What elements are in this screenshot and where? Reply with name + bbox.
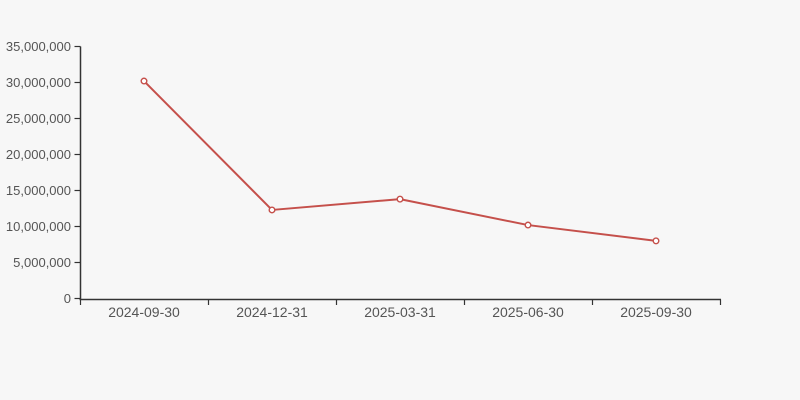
y-axis-tick-label: 30,000,000 — [6, 75, 71, 90]
y-axis-tick-label: 5,000,000 — [13, 255, 71, 270]
y-axis-tick-label: 25,000,000 — [6, 111, 71, 126]
y-axis-tick-label: 0 — [64, 291, 71, 306]
x-axis-tick-label: 2025-09-30 — [620, 304, 692, 320]
y-axis-tick-label: 15,000,000 — [6, 183, 71, 198]
data-point-marker[interactable] — [140, 77, 148, 85]
x-axis-tick-label: 2024-12-31 — [236, 304, 308, 320]
y-axis-tick-label: 35,000,000 — [6, 39, 71, 54]
data-point-marker[interactable] — [652, 237, 660, 245]
x-axis-tick-label: 2025-06-30 — [492, 304, 564, 320]
series-line — [143, 80, 657, 242]
data-point-marker[interactable] — [268, 206, 276, 214]
y-axis-tick-label: 10,000,000 — [6, 219, 71, 234]
y-axis-tick-label: 20,000,000 — [6, 147, 71, 162]
data-point-marker[interactable] — [396, 195, 404, 203]
x-axis-tick-label: 2024-09-30 — [108, 304, 180, 320]
x-axis-tick-label: 2025-03-31 — [364, 304, 436, 320]
data-point-marker[interactable] — [524, 221, 532, 229]
